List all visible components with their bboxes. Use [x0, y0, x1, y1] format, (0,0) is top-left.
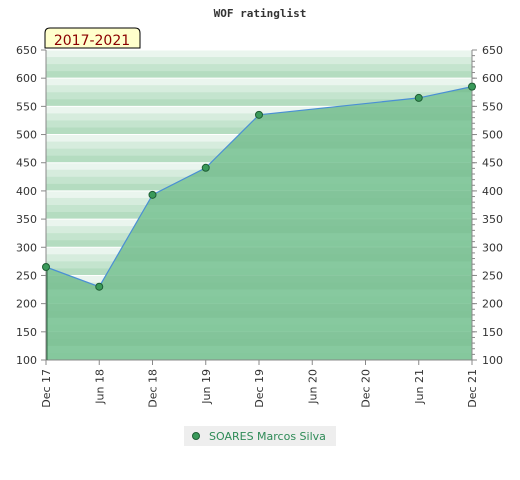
y-tick-label-left: 250 — [16, 269, 37, 282]
data-point — [201, 163, 210, 172]
y-tick-label-left: 300 — [16, 241, 37, 254]
y-tick-label-left: 500 — [16, 129, 37, 142]
x-tick-label: Dec 18 — [147, 369, 160, 408]
grid-band — [46, 106, 472, 114]
y-tick-label-right: 650 — [482, 44, 503, 57]
area-stripe — [46, 303, 472, 318]
grid-band — [46, 64, 472, 72]
x-tick-label: Dec 17 — [40, 369, 53, 408]
y-tick-label-right: 350 — [482, 213, 503, 226]
y-tick-label-left: 150 — [16, 326, 37, 339]
data-point — [148, 190, 157, 199]
y-tick-label-left: 100 — [16, 354, 37, 367]
data-point — [414, 93, 423, 102]
data-point — [255, 110, 263, 119]
y-tick-label-right: 550 — [482, 100, 503, 113]
x-tick-label: Dec 20 — [360, 369, 373, 408]
x-tick-label: Dec 21 — [466, 369, 479, 408]
y-tick-label-left: 400 — [16, 185, 37, 198]
series-markers — [42, 82, 476, 291]
area-stripe — [46, 219, 472, 234]
legend-label: SOARES Marcos Silva — [209, 430, 326, 443]
y-axis-left: 100 150 200 250 300 350 400 450 500 550 600 650 — [16, 44, 46, 367]
grid-band — [46, 50, 472, 58]
y-tick-label-left: 650 — [16, 44, 37, 57]
legend-marker — [192, 432, 200, 440]
y-tick-label-right: 300 — [482, 241, 503, 254]
chart-title: WOF ratinglist — [214, 7, 307, 20]
legend-box — [184, 426, 336, 446]
y-tick-label-left: 450 — [16, 157, 37, 170]
period-badge: 2017-2021 — [44, 27, 141, 49]
area-stripe — [46, 331, 472, 346]
grid-band — [46, 85, 472, 93]
x-tick-label: Jun 19 — [200, 369, 213, 405]
area-stripe — [46, 247, 472, 262]
grid-band — [46, 78, 472, 86]
y-tick-label-right: 150 — [482, 326, 503, 339]
y-axis-right: 100 150 200 250 300 350 400 450 500 550 600 650 — [472, 44, 503, 367]
y-tick-label-right: 100 — [482, 354, 503, 367]
period-badge-box — [44, 27, 141, 49]
area-stripe — [46, 275, 472, 290]
y-tick-label-right: 400 — [482, 185, 503, 198]
y-tick-label-right: 450 — [482, 157, 503, 170]
y-tick-label-right: 250 — [482, 269, 503, 282]
x-tick-label: Jun 18 — [93, 369, 106, 405]
grid-band — [46, 99, 472, 107]
y-tick-label-left: 600 — [16, 72, 37, 85]
grid-band — [46, 57, 472, 65]
data-point — [95, 282, 104, 291]
y-tick-label-right: 600 — [482, 72, 503, 85]
y-tick-label-right: 500 — [482, 129, 503, 142]
y-tick-label-left: 350 — [16, 213, 37, 226]
x-tick-label: Jun 20 — [306, 369, 319, 405]
data-point — [468, 82, 476, 91]
period-badge-label: 2017-2021 — [54, 33, 130, 49]
grid-band — [46, 71, 472, 79]
x-tick-label: Dec 19 — [253, 369, 266, 408]
y-tick-label-left: 200 — [16, 298, 37, 311]
x-tick-label: Jun 21 — [413, 369, 426, 405]
legend: SOARES Marcos Silva — [184, 426, 336, 446]
data-point — [42, 263, 50, 271]
grid-band — [46, 92, 472, 100]
y-tick-label-right: 200 — [482, 298, 503, 311]
y-tick-label-left: 550 — [16, 100, 37, 113]
x-axis: Dec 17 Jun 18 Dec 18 Jun 19 Dec 19 Jun 20 Dec … — [40, 360, 479, 408]
